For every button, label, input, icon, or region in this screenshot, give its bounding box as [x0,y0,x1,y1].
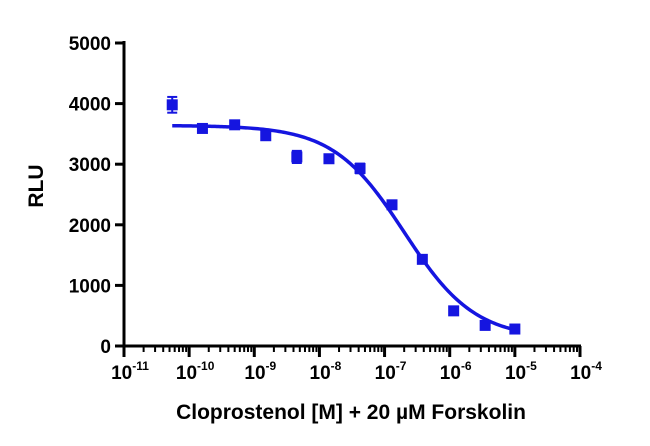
data-point [416,253,428,265]
x-tick-label: 10-4 [570,359,602,384]
x-tick-label: 10-9 [244,359,276,384]
axes-layer [115,41,582,357]
x-tick-base: 10 [244,363,265,384]
x-tick-exponent: -7 [396,359,407,373]
x-tick-base: 10 [505,363,526,384]
x-tick-exponent: -4 [591,359,602,373]
x-tick-exponent: -5 [526,359,537,373]
data-point [291,151,303,163]
data-point [509,323,521,335]
x-tick-label: 10-10 [176,359,215,384]
x-tick-base: 10 [570,363,591,384]
x-tick-label: 10-7 [375,359,407,384]
data-point [386,199,398,211]
x-tick-exponent: -10 [197,359,215,373]
data-point [196,122,208,134]
y-tick-label: 3000 [69,155,111,176]
y-tick-label: 1000 [69,276,111,297]
x-tick-labels: 10-11 10-10 10-9 10-8 10-7 10-6 10-5 10-4 [111,359,602,384]
data-point [323,153,335,165]
y-tick-label: 5000 [69,34,111,55]
y-tick-label: 4000 [69,95,111,116]
x-tick-label: 10-6 [440,359,472,384]
x-tick-label: 10-11 [111,359,149,384]
x-tick-exponent: -6 [461,359,472,373]
x-tick-base: 10 [310,363,331,384]
y-tick-labels: 0 1000 2000 3000 4000 5000 [69,34,111,358]
x-tick-label: 10-5 [505,359,537,384]
x-tick-label: 10-8 [310,359,342,384]
y-tick-label: 0 [100,337,111,358]
y-tick-label: 2000 [69,216,111,237]
x-tick-exponent: -11 [132,359,149,373]
data-point [166,99,178,111]
x-tick-base: 10 [375,363,396,384]
data-point [354,162,366,174]
x-tick-base: 10 [176,363,197,384]
fit-curve-layer [172,123,516,332]
x-axis-title: Cloprostenol [M] + 20 µM Forskolin [176,401,526,424]
data-point [229,119,241,131]
x-tick-base: 10 [111,363,132,384]
y-axis-title: RLU [25,164,48,207]
data-point [448,305,460,317]
data-points-layer [166,95,521,335]
x-tick-base: 10 [440,363,461,384]
fit-curve-line [172,123,516,332]
data-point [479,319,491,331]
data-point [260,130,272,142]
x-tick-exponent: -9 [266,359,277,373]
x-tick-exponent: -8 [331,359,342,373]
